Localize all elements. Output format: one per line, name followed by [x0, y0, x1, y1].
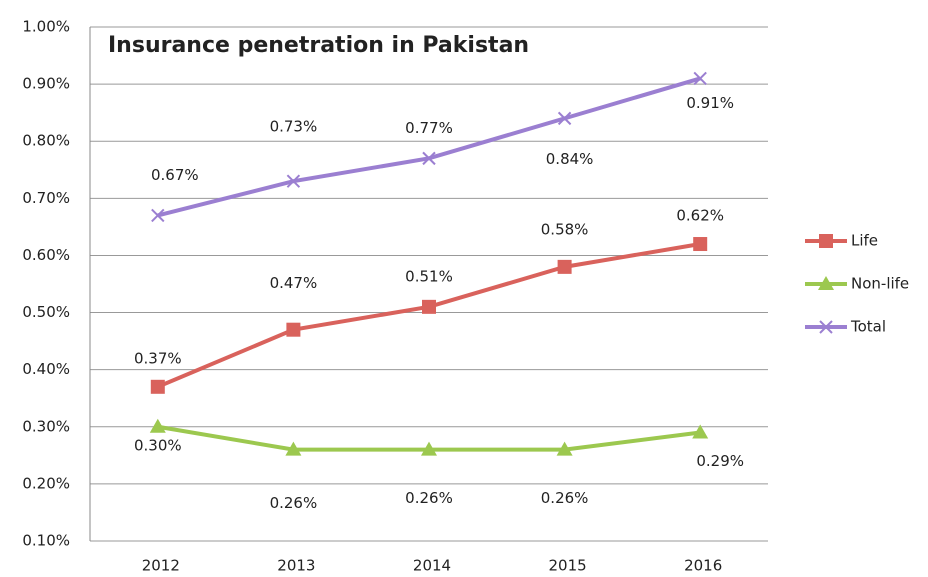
y-tick-label: 1.00% [22, 18, 70, 36]
y-tick-label: 0.40% [22, 360, 70, 378]
y-tick-label: 0.20% [22, 474, 70, 492]
y-tick-label: 0.50% [22, 303, 70, 321]
x-tick-label: 2015 [549, 557, 587, 575]
marker [819, 234, 833, 248]
data-label: 0.58% [541, 220, 589, 238]
marker [422, 299, 436, 314]
marker [286, 174, 301, 188]
data-label: 0.47% [270, 274, 318, 292]
legend-label: Total [850, 318, 886, 336]
marker [151, 208, 165, 223]
y-tick-label: 0.10% [22, 532, 70, 550]
marker [285, 441, 302, 456]
marker [150, 379, 165, 394]
series-line [157, 242, 701, 389]
marker [422, 151, 436, 166]
y-tick-label: 0.60% [22, 246, 70, 264]
y-tick-label: 0.90% [22, 75, 70, 93]
marker [557, 259, 572, 274]
chart-title: Insurance penetration in Pakistan [108, 33, 529, 58]
y-tick-label: 0.30% [22, 417, 70, 435]
x-tick-label: 2013 [277, 557, 315, 575]
data-label: 0.51% [405, 267, 453, 285]
x-tick-label: 2012 [142, 557, 180, 575]
data-label: 0.67% [151, 166, 199, 184]
x-tick-label: 2016 [684, 557, 722, 575]
legend-label: Non-life [851, 275, 909, 293]
y-tick-label: 0.80% [22, 132, 70, 150]
marker [286, 322, 301, 337]
x-tick-label: 2014 [413, 557, 451, 575]
data-label: 0.62% [676, 207, 724, 225]
data-label: 0.29% [696, 452, 744, 470]
data-label: 0.84% [546, 150, 594, 168]
marker [149, 418, 166, 433]
data-label: 0.26% [270, 494, 318, 512]
marker [557, 111, 572, 126]
data-label: 0.26% [405, 489, 453, 507]
data-label: 0.73% [270, 118, 318, 136]
legend-label: Life [851, 232, 878, 250]
marker [421, 441, 437, 456]
data-label: 0.91% [686, 94, 734, 112]
marker [692, 424, 709, 439]
marker [693, 71, 707, 86]
y-tick-label: 0.70% [22, 189, 70, 207]
marker [693, 237, 708, 252]
marker [556, 441, 573, 456]
data-label: 0.77% [405, 119, 453, 137]
marker [819, 320, 833, 334]
series-line [157, 76, 701, 218]
data-label: 0.30% [134, 436, 182, 454]
data-label: 0.37% [134, 349, 182, 367]
data-label: 0.26% [541, 489, 589, 507]
marker [818, 276, 834, 290]
